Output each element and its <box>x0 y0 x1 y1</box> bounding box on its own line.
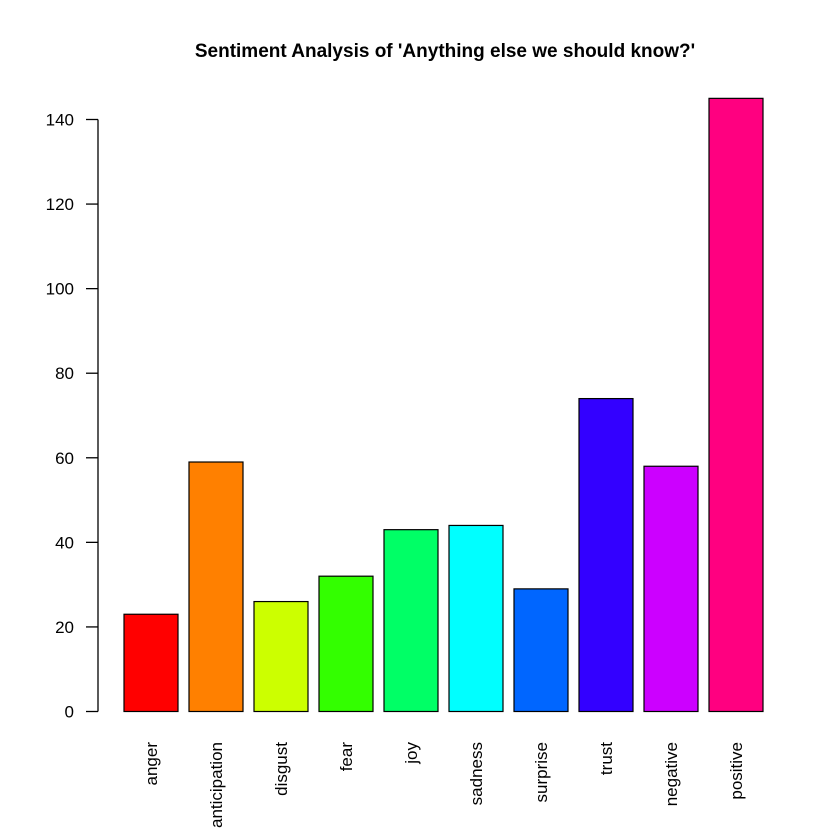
x-tick-label-joy: joy <box>402 742 421 765</box>
x-tick-label-fear: fear <box>337 742 356 772</box>
y-tick-label: 140 <box>46 111 74 130</box>
bar-sadness <box>448 524 504 713</box>
bar-negative <box>643 465 699 713</box>
y-tick-label: 20 <box>55 618 74 637</box>
y-tick-label: 80 <box>55 364 74 383</box>
y-tick-label: 60 <box>55 449 74 468</box>
y-tick-label: 120 <box>46 195 74 214</box>
chart-title: Sentiment Analysis of 'Anything else we … <box>195 41 695 62</box>
x-tick-label-sadness: sadness <box>467 742 486 805</box>
x-tick-label-trust: trust <box>597 742 616 775</box>
bar-surprise <box>513 588 569 713</box>
y-tick-label: 0 <box>65 703 74 722</box>
bar-anger <box>123 613 179 713</box>
bars-group <box>123 97 764 713</box>
x-tick-label-disgust: disgust <box>272 742 291 796</box>
x-tick-label-anger: anger <box>142 742 161 786</box>
y-tick-label: 40 <box>55 533 74 552</box>
y-axis: 0 20 40 60 80 100 120 140 <box>46 111 99 722</box>
x-tick-label-positive: positive <box>727 742 746 800</box>
x-tick-label-anticipation: anticipation <box>207 742 226 828</box>
bar-fear <box>318 575 374 713</box>
x-tick-label-negative: negative <box>662 742 681 806</box>
y-tick-label: 100 <box>46 280 74 299</box>
x-axis-labels: anger anticipation disgust fear joy sadness su… <box>142 742 746 829</box>
bar-trust <box>578 397 634 713</box>
bar-joy <box>383 529 439 713</box>
bar-positive <box>708 97 764 713</box>
x-tick-label-surprise: surprise <box>532 742 551 802</box>
bar-disgust <box>253 600 309 713</box>
bar-anticipation <box>188 461 244 713</box>
